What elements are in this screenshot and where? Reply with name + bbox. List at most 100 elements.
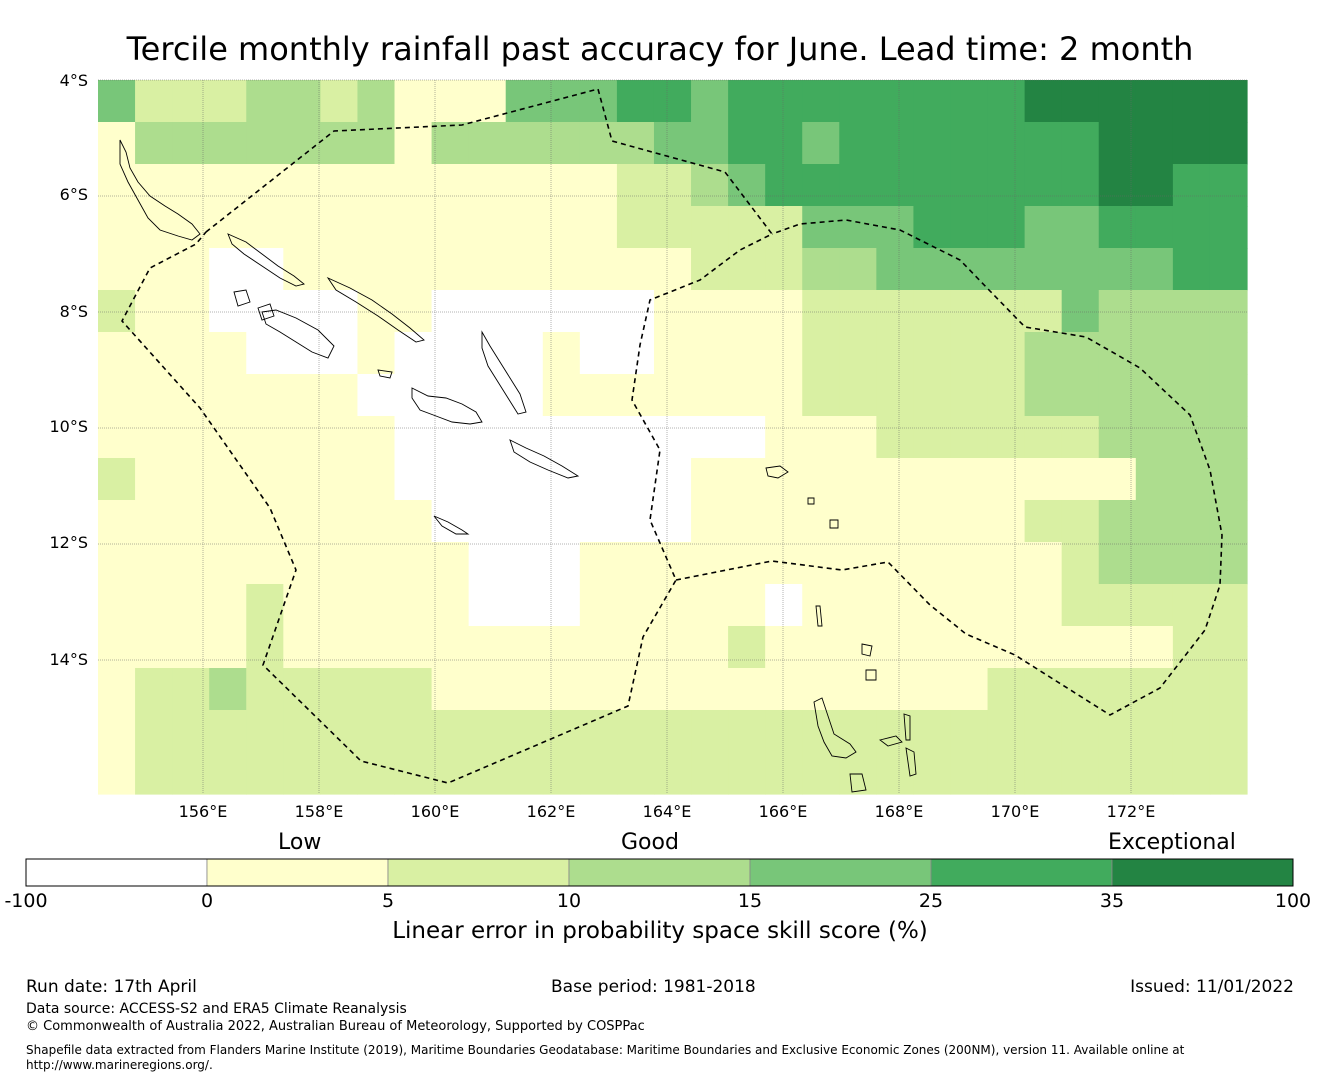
skill-cell [357, 80, 396, 123]
skill-cell [246, 752, 284, 795]
skill-cell [1061, 290, 1100, 333]
skill-cell [913, 248, 952, 291]
skill-cell [357, 332, 396, 375]
skill-cell [987, 458, 1026, 501]
island-new-georgia [261, 309, 335, 359]
skill-cell [320, 206, 359, 249]
skill-cell [320, 668, 359, 711]
skill-cell [1098, 374, 1137, 417]
skill-cell [950, 500, 989, 543]
eez-vanuatu-outline [675, 219, 1223, 716]
skill-cell [172, 290, 210, 333]
skill-cell [691, 584, 729, 627]
skill-cell [802, 668, 840, 711]
skill-cell [1061, 416, 1100, 459]
skill-cell [394, 332, 433, 375]
skill-cell [98, 206, 136, 249]
skill-cell [987, 668, 1026, 711]
skill-cell [172, 206, 210, 249]
skill-cell [987, 542, 1026, 585]
skill-cell [246, 248, 284, 291]
skill-cell [98, 290, 136, 333]
skill-cell [431, 332, 470, 375]
skill-cell [394, 80, 433, 123]
skill-cell [431, 164, 470, 207]
lat-label-8s: 8°S [59, 302, 88, 321]
skill-cell [1172, 374, 1211, 417]
skill-cell [950, 416, 989, 459]
lon-label-160e: 160°E [410, 802, 460, 821]
skill-cell [542, 500, 581, 543]
skill-cell [98, 668, 136, 711]
skill-cell [209, 374, 247, 417]
skill-cell [135, 752, 173, 795]
skill-cell [950, 206, 989, 249]
lat-label-14s: 14°S [49, 650, 88, 669]
skill-cell [542, 164, 581, 207]
skill-cell [728, 500, 766, 543]
skill-cell [1172, 416, 1211, 459]
skill-cell [135, 374, 173, 417]
copyright: © Commonwealth of Australia 2022, Austra… [26, 1019, 645, 1034]
skill-cell [913, 164, 952, 207]
island-torres [815, 605, 823, 627]
skill-cell [394, 626, 433, 669]
skill-cell [802, 500, 840, 543]
skill-cell [283, 752, 321, 795]
skill-cell [1024, 668, 1063, 711]
skill-cell [542, 710, 581, 753]
skill-cell [1135, 584, 1174, 627]
skill-cell [913, 416, 952, 459]
skill-cell [876, 80, 915, 123]
skill-cell [246, 584, 284, 627]
skill-cell [283, 290, 321, 333]
skill-cell [357, 710, 396, 753]
island-pentecost [905, 747, 917, 777]
run-date: Run date: 17th April [26, 977, 197, 997]
skill-cell [987, 206, 1026, 249]
graticule [98, 79, 1247, 794]
skill-cell [1172, 668, 1211, 711]
island-vanikoro [807, 497, 815, 505]
skill-cell [765, 206, 803, 249]
skill-cell [653, 626, 692, 669]
skill-cell [1135, 374, 1174, 417]
skill-cell [320, 710, 359, 753]
skill-cell [653, 80, 692, 123]
skill-cell [320, 290, 359, 333]
skill-cell [135, 542, 173, 585]
skill-cell [839, 332, 877, 375]
skill-cell [209, 500, 247, 543]
skill-cell [357, 542, 396, 585]
skill-cell [579, 584, 618, 627]
skill-cell [394, 206, 433, 249]
colorbar-tick: 15 [737, 890, 763, 912]
skill-cell [802, 164, 840, 207]
skill-cell [579, 416, 618, 459]
colorbar-segment [1111, 858, 1294, 887]
skill-cell [468, 416, 507, 459]
skill-cell [542, 752, 581, 795]
skill-cell [1135, 122, 1174, 165]
skill-cell [987, 122, 1026, 165]
skill-cell [468, 206, 507, 249]
lon-label-158e: 158°E [294, 802, 344, 821]
skill-cell [1024, 458, 1063, 501]
skill-cell [950, 458, 989, 501]
skill-cell [616, 374, 655, 417]
skill-cell [246, 332, 284, 375]
skill-cell [1135, 626, 1174, 669]
colorbar-segment [387, 858, 570, 887]
skill-cell [802, 374, 840, 417]
skill-cell [839, 542, 877, 585]
skill-cell [579, 248, 618, 291]
skill-cell [765, 752, 803, 795]
lon-label-168e: 168°E [874, 802, 924, 821]
skill-cell [728, 374, 766, 417]
skill-cell [542, 416, 581, 459]
skill-cell [1209, 374, 1248, 417]
skill-cell [1024, 290, 1063, 333]
skill-cell [1098, 122, 1137, 165]
skill-cell [579, 332, 618, 375]
skill-cell [1135, 290, 1174, 333]
